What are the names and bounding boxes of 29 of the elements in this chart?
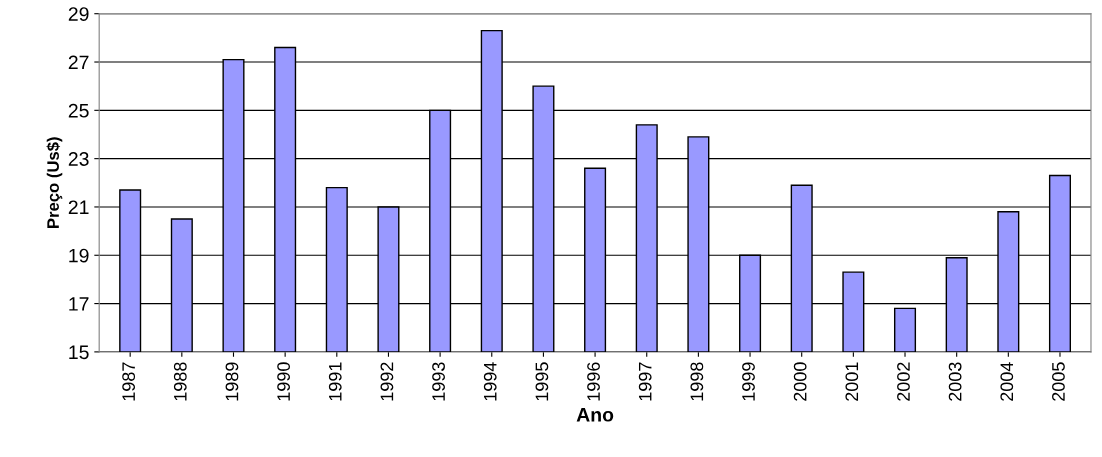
x-tick-label: 1991 bbox=[328, 362, 342, 401]
y-tick-label: 25 bbox=[68, 103, 89, 118]
x-tick-label: 1998 bbox=[690, 362, 704, 401]
x-tick-label: 1989 bbox=[225, 362, 239, 401]
y-axis-title: Preço (Us$) bbox=[46, 137, 63, 228]
x-tick-label: 1993 bbox=[432, 362, 445, 401]
y-tick-label: 27 bbox=[68, 55, 89, 70]
x-tick-label: 2001 bbox=[845, 362, 859, 401]
x-tick-label: 1992 bbox=[380, 362, 394, 401]
x-tick-label: 1988 bbox=[173, 362, 187, 401]
x-tick-label: 1995 bbox=[535, 362, 549, 401]
y-tick-label: 23 bbox=[68, 152, 89, 166]
x-tick-label: 1987 bbox=[122, 362, 136, 401]
x-tick-label: 2004 bbox=[1000, 362, 1014, 401]
y-tick-label: 17 bbox=[69, 297, 89, 311]
x-tick-label: 1996 bbox=[587, 362, 600, 401]
x-tick-label: 2002 bbox=[897, 362, 910, 401]
x-tick-label: 1999 bbox=[742, 362, 755, 401]
x-tick-label: 1994 bbox=[483, 362, 497, 401]
x-tick-label: 2005 bbox=[1052, 362, 1065, 401]
x-tick-label: 1990 bbox=[277, 362, 290, 401]
y-tick-label: 21 bbox=[68, 200, 89, 214]
y-tick-label: 19 bbox=[69, 248, 89, 263]
x-tick-label: 2000 bbox=[793, 362, 807, 401]
y-tick-label: 15 bbox=[69, 345, 89, 360]
x-tick-label: 2003 bbox=[948, 362, 962, 401]
x-tick-label: 1997 bbox=[638, 362, 652, 401]
x-axis-title: Ano bbox=[576, 408, 614, 422]
y-tick-label: 29 bbox=[68, 7, 89, 21]
